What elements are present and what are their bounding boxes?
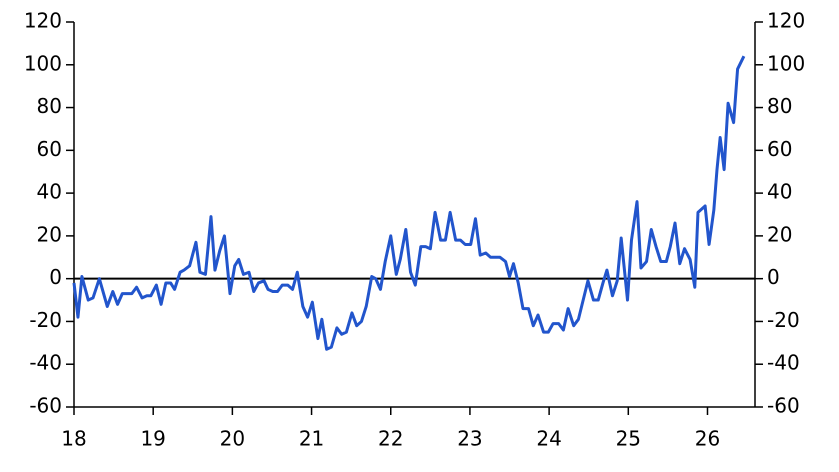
y-tick-label: 100 xyxy=(24,51,62,75)
y-tick-label: 120 xyxy=(24,9,62,33)
y-tick-label: 20 xyxy=(37,222,62,246)
y2-tick-label: 20 xyxy=(767,222,792,246)
y-tick-label: -60 xyxy=(29,394,62,418)
x-tick-label: 25 xyxy=(616,427,641,451)
y2-tick-label: 0 xyxy=(767,265,780,289)
y-tick-label: 80 xyxy=(37,94,62,118)
y2-tick-label: -20 xyxy=(767,308,800,332)
data-line xyxy=(72,55,746,351)
y2-tick-label: 40 xyxy=(767,180,792,204)
y2-tick-label: 100 xyxy=(767,51,805,75)
x-tick-label: 24 xyxy=(536,427,561,451)
y2-tick-label: 80 xyxy=(767,94,792,118)
x-tick-label: 19 xyxy=(140,427,165,451)
y2-tick-label: -60 xyxy=(767,394,800,418)
x-tick-label: 20 xyxy=(220,427,245,451)
x-tick-label: 22 xyxy=(378,427,403,451)
x-tick-label: 18 xyxy=(61,427,86,451)
x-tick-label: 23 xyxy=(457,427,482,451)
y-tick-label: 60 xyxy=(37,137,62,161)
x-tick-label: 26 xyxy=(695,427,720,451)
y-tick-label: 0 xyxy=(49,265,62,289)
x-tick-label: 21 xyxy=(299,427,324,451)
y-tick-label: -20 xyxy=(29,308,62,332)
y-tick-label: -40 xyxy=(29,351,62,375)
y2-tick-label: 60 xyxy=(767,137,792,161)
y2-tick-label: 120 xyxy=(767,9,805,33)
y-tick-label: 40 xyxy=(37,180,62,204)
y2-tick-label: -40 xyxy=(767,351,800,375)
